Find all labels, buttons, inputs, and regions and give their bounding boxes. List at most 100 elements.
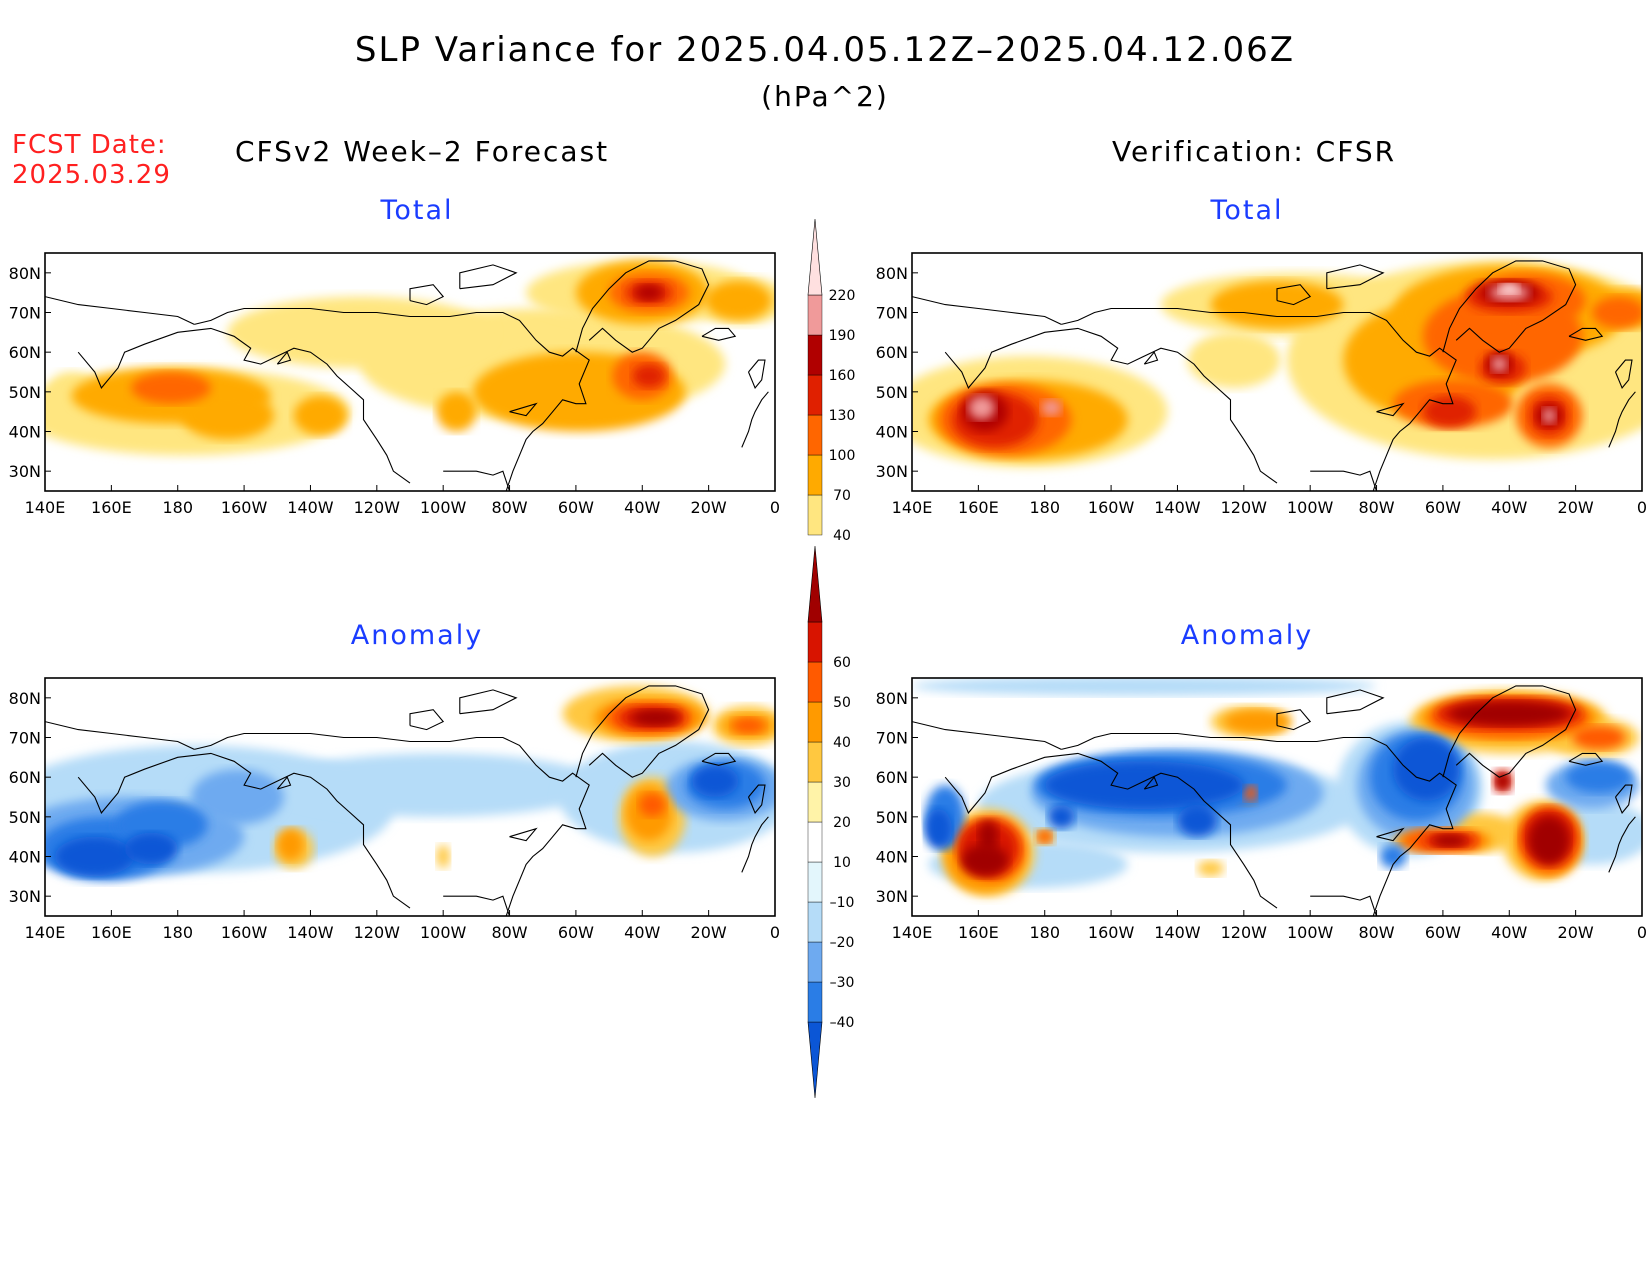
lon-tick-label: 100W: [420, 498, 467, 517]
colorbar-segment: [807, 294, 823, 336]
coastline: [1608, 391, 1636, 448]
coastline: [701, 752, 737, 766]
forecast-total-contour-blob: [131, 372, 211, 404]
colorbar-tick-label: 40: [833, 528, 851, 544]
verification-anomaly-frame: [911, 677, 1643, 917]
colorbar-segment: [807, 741, 823, 783]
lon-tick-label: 40W: [1491, 923, 1527, 942]
colorbar-tick-label: 30: [833, 775, 851, 791]
colorbar-tick-label: 50: [833, 695, 851, 711]
forecast-total-contour-blob: [635, 284, 663, 301]
lat-tick-label: 80N: [9, 264, 41, 283]
forecast-anomaly-contour-blob: [124, 832, 178, 865]
forecast-anomaly-contour-blob: [692, 765, 739, 798]
forecast-total-contour-blob: [632, 364, 666, 388]
coastline: [194, 307, 590, 491]
lon-tick-label: 20W: [1558, 923, 1594, 942]
lon-tick-label: 20W: [1558, 498, 1594, 517]
lon-tick-label: 80W: [491, 498, 527, 517]
verification-anomaly-contour-blob: [1048, 804, 1075, 829]
coastline: [575, 685, 710, 778]
colorbar-tick-label: –40: [830, 1015, 855, 1031]
coastline: [1310, 470, 1378, 491]
verification-anomaly-contour-blob: [1223, 709, 1291, 734]
verification-anomaly-contour-blob: [1177, 804, 1218, 837]
lon-tick-label: 40W: [1491, 498, 1527, 517]
verification-anomaly-contour-blob: [1449, 701, 1569, 726]
forecast-column-title: CFSv2 Week–2 Forecast: [235, 135, 610, 168]
coastline: [1376, 827, 1405, 842]
lat-tick-label: 40N: [876, 423, 908, 442]
coastline: [1442, 685, 1577, 778]
forecast-total-contour-blob: [705, 280, 772, 321]
fcst-date-label: FCST Date:: [12, 130, 167, 160]
lat-tick-label: 70N: [876, 304, 908, 323]
coastline: [276, 776, 292, 790]
verification-total-contour-blob: [1592, 296, 1642, 329]
forecast-total-contour-blob: [293, 395, 347, 436]
verification-total-coastlines: [912, 260, 1636, 491]
figure-units: (hPa^2): [761, 80, 889, 113]
coastline: [1276, 709, 1312, 731]
verification-total-contour-blob: [1491, 356, 1508, 373]
lat-tick-label: 30N: [9, 887, 41, 906]
forecast-total-contour-blob: [227, 296, 493, 369]
colorbar-tick-label: –30: [830, 975, 855, 991]
lon-tick-label: 180: [162, 498, 193, 517]
lon-tick-label: 140E: [25, 923, 66, 942]
colorbar-segment: [807, 374, 823, 416]
colorbar-tick-label: 10: [833, 855, 851, 871]
coastline: [1376, 402, 1405, 417]
verification-total-contour-blob: [1041, 399, 1062, 416]
coastline: [409, 709, 445, 731]
lon-tick-label: 120W: [1221, 923, 1268, 942]
forecast-total-frame: [44, 252, 776, 492]
lon-tick-label: 160W: [1088, 498, 1135, 517]
coastline: [1614, 359, 1633, 389]
verification-anomaly-contour-blob: [1044, 761, 1244, 809]
verification-anomaly-title: Anomaly: [1180, 620, 1314, 651]
coastline: [1326, 689, 1385, 715]
lon-tick-label: 160W: [221, 923, 268, 942]
coastline: [1061, 732, 1457, 916]
lat-tick-label: 40N: [9, 848, 41, 867]
forecast-total-map: 140E 160E 180 160W 140W 120W 100W 80W 60W 40W 20W 0…: [9, 252, 780, 517]
lon-tick-label: 60W: [1425, 923, 1461, 942]
verification-anomaly-contour-blob: [1197, 860, 1224, 877]
lat-tick-label: 70N: [9, 729, 41, 748]
figure-title: SLP Variance for 2025.04.05.12Z–2025.04.…: [354, 30, 1296, 70]
colorbar-tick-label: –20: [830, 935, 855, 951]
coastline: [1442, 260, 1577, 353]
coastline: [944, 752, 1278, 909]
verification-total-shading: [912, 260, 1642, 468]
colorbar-segment: [807, 414, 823, 456]
forecast-anomaly-frame: [44, 677, 776, 917]
coastline: [944, 327, 1278, 484]
colorbar-segment: [807, 981, 823, 1023]
lon-tick-label: 140E: [892, 498, 933, 517]
colorbar-segment: [807, 334, 823, 376]
coastline: [741, 816, 769, 873]
lon-tick-label: 80W: [1358, 498, 1394, 517]
verification-anomaly-contour-blob: [912, 678, 1377, 696]
colorbar-tick-label: 160: [829, 368, 856, 384]
forecast-anomaly-title: Anomaly: [350, 620, 484, 651]
forecast-anomaly-coastlines: [45, 685, 769, 916]
forecast-total-shading: [45, 260, 775, 456]
coastline: [1614, 784, 1633, 814]
verification-anomaly-contour-blob: [1038, 830, 1052, 843]
forecast-anomaly-contour-blob: [436, 844, 450, 869]
lat-tick-label: 80N: [9, 689, 41, 708]
lon-tick-label: 100W: [1287, 498, 1334, 517]
verification-anomaly-contour-blob: [1565, 761, 1633, 794]
verification-total-title: Total: [1210, 195, 1284, 226]
lon-tick-label: 80W: [1358, 923, 1394, 942]
coastline: [1568, 752, 1604, 766]
coastline: [1061, 307, 1457, 491]
lon-tick-label: 100W: [1287, 923, 1334, 942]
colorbar-segment: [807, 545, 823, 623]
forecast-anomaly-contour-blob: [277, 828, 304, 861]
lon-tick-label: 160W: [221, 498, 268, 517]
coastline: [459, 264, 518, 290]
